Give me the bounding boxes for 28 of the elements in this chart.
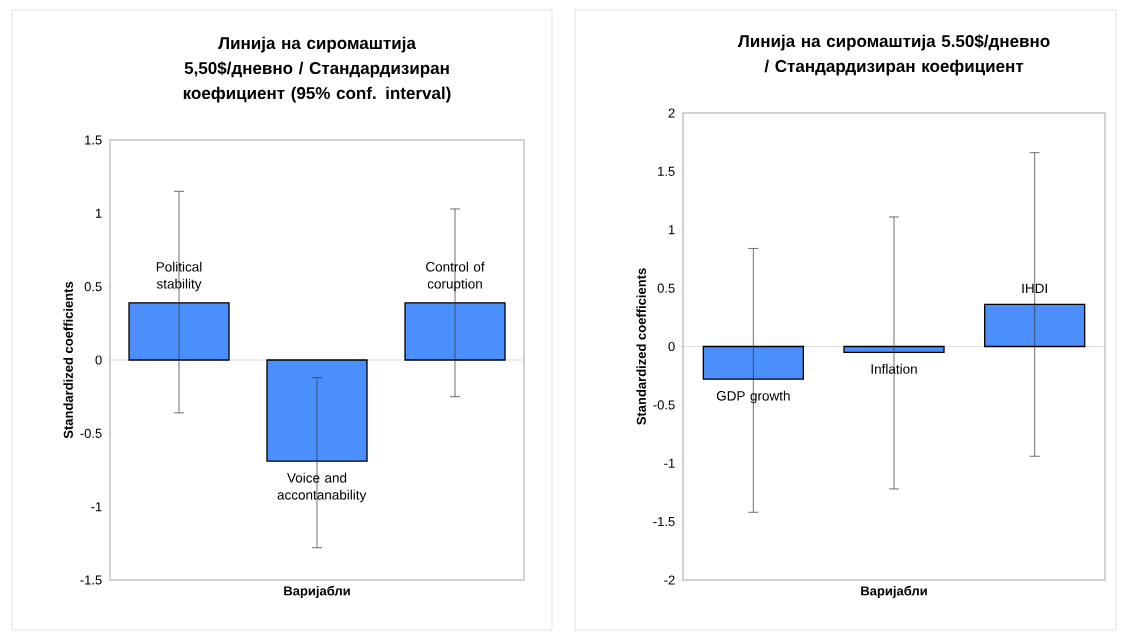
x-axis-title: Варијабли: [861, 585, 927, 599]
x-tick-label: Inflation: [871, 363, 917, 374]
x-tick-label: Voice and accontanability: [277, 472, 367, 503]
chart-title: Линија на сиромаштија 5.50$/дневно / Стандардизиран коефициент: [737, 34, 1050, 76]
y-tick-label: -1: [664, 458, 675, 468]
y-tick-label: -2: [664, 575, 675, 585]
x-tick-label: Political stability: [156, 261, 202, 292]
x-axis-title: Варијабли: [284, 585, 350, 599]
y-tick-label: -0.5: [653, 400, 675, 410]
y-tick-label: 1: [95, 208, 102, 218]
y-axis-title: Standardized coefficients: [636, 268, 646, 425]
y-tick-label: -1.5: [653, 517, 675, 527]
y-tick-label: 0.5: [84, 282, 102, 292]
y-axis-title: Standardized coefficients: [63, 281, 73, 439]
y-tick-label: 1.5: [658, 166, 675, 176]
y-tick-label: 2: [668, 108, 675, 118]
y-tick-label: 0: [95, 355, 102, 365]
y-tick-label: 0: [668, 341, 675, 352]
x-tick-label: GDP growth: [716, 390, 790, 404]
y-tick-label: 1: [668, 225, 675, 235]
y-tick-label: 0.5: [657, 283, 675, 293]
x-tick-label: IHDI: [1022, 283, 1047, 293]
x-tick-label: Control of coruption: [426, 261, 485, 292]
y-tick-label: -0.5: [80, 428, 102, 438]
y-tick-label: -1: [91, 502, 102, 512]
chart-title: Линија на сиромаштија 5,50$/дневно / Стандардизиран коефициент (95% conf. interval): [183, 36, 451, 103]
y-tick-label: -1.5: [80, 575, 102, 585]
y-tick-label: 1.5: [85, 135, 102, 145]
